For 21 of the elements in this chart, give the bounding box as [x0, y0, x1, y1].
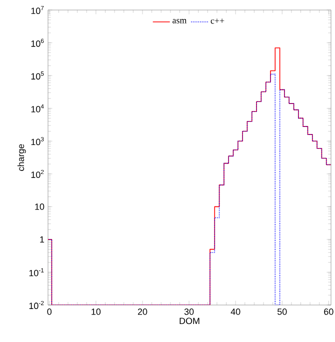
x-tick-label: 60	[324, 308, 334, 315]
x-tick-label: 30	[184, 308, 194, 315]
y-tick-label: 10	[35, 203, 44, 210]
y-tick-label: 10$^{7}$	[31, 6, 44, 14]
y-tick-label: 10$^{6}$	[31, 38, 44, 47]
y-tick-label: 10$^{4}$	[31, 104, 44, 112]
y-tick-label: 10$^{-2}$	[29, 300, 44, 310]
y-tick-label: 10$^{3}$	[31, 137, 44, 146]
y-tick-label: 10$^{2}$	[31, 170, 44, 178]
legend-label: asm	[172, 19, 187, 24]
legend-label: c++	[210, 18, 224, 24]
y-axis-title: charge	[17, 144, 26, 171]
x-tick-label: 10	[92, 308, 101, 315]
x-tick-label: 20	[138, 308, 148, 315]
x-tick-label: 0	[47, 308, 52, 315]
x-axis-title: DOM	[180, 318, 200, 324]
y-tick-label: 10$^{-1}$	[29, 268, 44, 276]
y-tick-label: 1	[40, 236, 44, 243]
y-tick-label: 10$^{5}$	[31, 72, 44, 80]
x-tick-label: 50	[278, 308, 287, 315]
x-tick-label: 40	[230, 308, 240, 315]
